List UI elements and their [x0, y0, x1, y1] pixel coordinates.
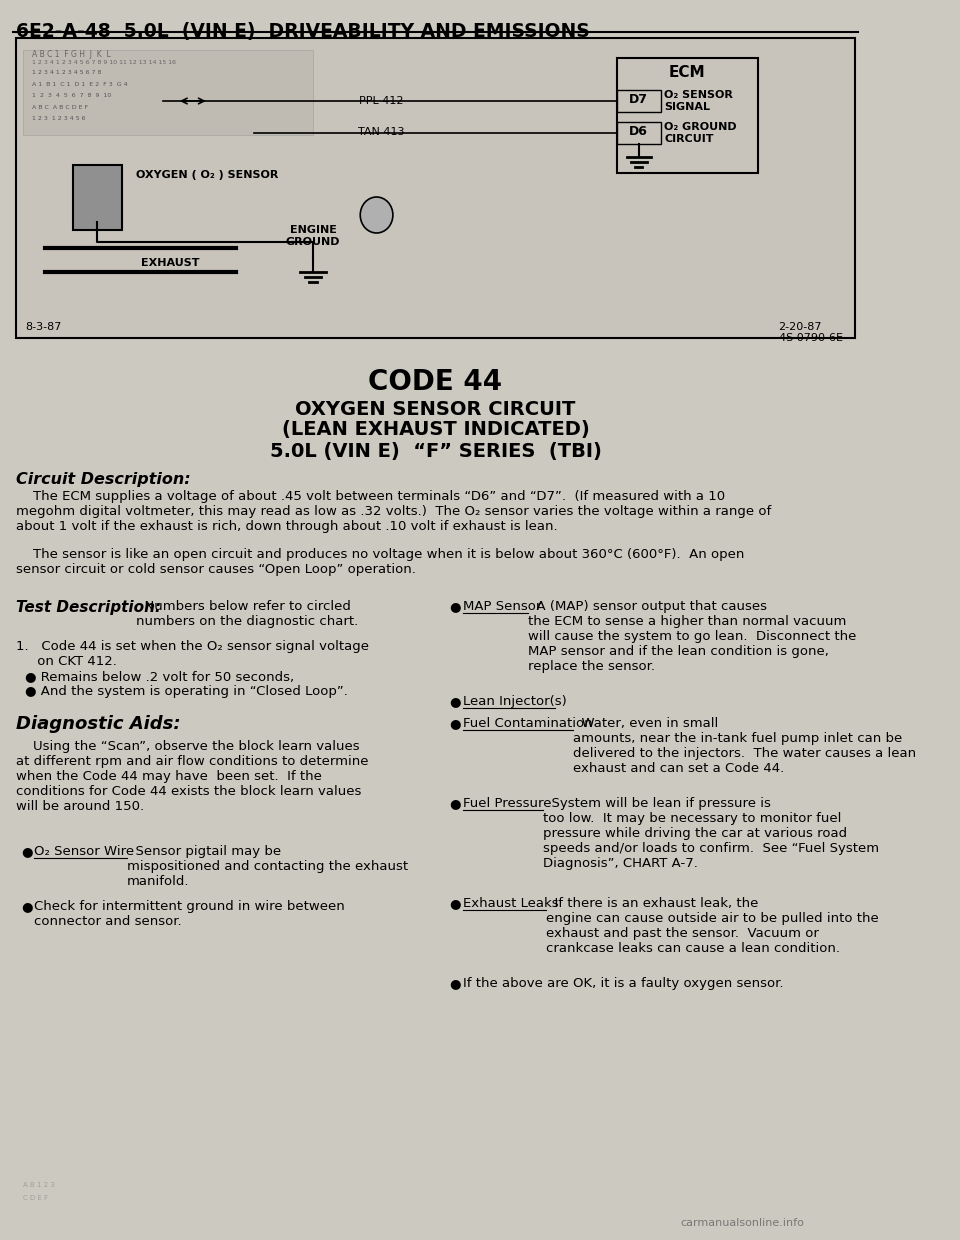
Text: ● And the system is operating in “Closed Loop”.: ● And the system is operating in “Closed… — [25, 684, 348, 698]
Text: 1.   Code 44 is set when the O₂ sensor signal voltage: 1. Code 44 is set when the O₂ sensor sig… — [16, 640, 370, 653]
Text: If there is an exhaust leak, the
engine can cause outside air to be pulled into : If there is an exhaust leak, the engine … — [546, 897, 879, 955]
Text: Fuel Pressure: Fuel Pressure — [463, 797, 551, 810]
Text: EXHAUST: EXHAUST — [141, 258, 199, 268]
Text: CODE 44: CODE 44 — [369, 368, 503, 396]
Text: ●: ● — [449, 897, 461, 910]
Text: PPL 412: PPL 412 — [359, 95, 403, 105]
Text: 6E2-A-48  5.0L  (VIN E)  DRIVEABILITY AND EMISSIONS: 6E2-A-48 5.0L (VIN E) DRIVEABILITY AND E… — [16, 22, 590, 41]
Text: ●: ● — [449, 797, 461, 810]
Text: Numbers below refer to circled
numbers on the diagnostic chart.: Numbers below refer to circled numbers o… — [136, 600, 358, 627]
Bar — [617, 58, 757, 174]
Text: Test Description:: Test Description: — [16, 600, 161, 615]
Text: Exhaust Leaks: Exhaust Leaks — [463, 897, 559, 910]
Text: The sensor is like an open circuit and produces no voltage when it is below abou: The sensor is like an open circuit and p… — [16, 548, 745, 577]
Text: 1 2 3 4 1 2 3 4 5 6 7 8: 1 2 3 4 1 2 3 4 5 6 7 8 — [32, 69, 101, 74]
Text: ECM: ECM — [668, 64, 706, 81]
Text: D6: D6 — [630, 125, 648, 138]
Text: The ECM supplies a voltage of about .45 volt between terminals “D6” and “D7”.  (: The ECM supplies a voltage of about .45 … — [16, 490, 772, 533]
Text: 4S 0790-6E: 4S 0790-6E — [779, 334, 843, 343]
Text: 1 2 3 4 1 2 3 4 5 6 7 8 9 10 11 12 13 14 15 16: 1 2 3 4 1 2 3 4 5 6 7 8 9 10 11 12 13 14… — [32, 60, 176, 64]
Circle shape — [360, 197, 393, 233]
Text: 1 2 3  1 2 3 4 5 6: 1 2 3 1 2 3 4 5 6 — [32, 117, 85, 122]
Text: ENGINE
GROUND: ENGINE GROUND — [286, 224, 340, 247]
Text: Sensor pigtail may be
mispositioned and contacting the exhaust
manifold.: Sensor pigtail may be mispositioned and … — [127, 844, 408, 888]
Text: D7: D7 — [630, 93, 648, 105]
Text: ●: ● — [449, 977, 461, 990]
Text: Using the “Scan”, observe the block learn values
at different rpm and air flow c: Using the “Scan”, observe the block lear… — [16, 740, 369, 813]
Text: Circuit Description:: Circuit Description: — [16, 472, 191, 487]
Text: MAP Sensor: MAP Sensor — [463, 600, 541, 613]
Bar — [23, 50, 313, 135]
Text: carmanualsonline.info: carmanualsonline.info — [681, 1218, 804, 1228]
Text: A B C  A B C D E F: A B C A B C D E F — [32, 105, 88, 110]
Bar — [617, 91, 660, 112]
Text: A B C 1  F G H  J  K  L: A B C 1 F G H J K L — [32, 50, 110, 60]
Text: 1  2  3  4  5  6  7  8  9  10: 1 2 3 4 5 6 7 8 9 10 — [32, 93, 111, 98]
Text: on CKT 412.: on CKT 412. — [16, 655, 117, 668]
Text: Lean Injector(s): Lean Injector(s) — [463, 694, 566, 708]
Text: System will be lean if pressure is
too low.  It may be necessary to monitor fuel: System will be lean if pressure is too l… — [542, 797, 878, 870]
Text: ●: ● — [449, 600, 461, 613]
Bar — [73, 165, 123, 229]
Text: 5.0L (VIN E)  “F” SERIES  (TBI): 5.0L (VIN E) “F” SERIES (TBI) — [270, 441, 602, 461]
Text: ●: ● — [449, 717, 461, 730]
Text: ●: ● — [449, 694, 461, 708]
Text: Fuel Contamination: Fuel Contamination — [463, 717, 592, 730]
Text: A 1  B 1  C 1  D 1  E 2  F 3  G 4: A 1 B 1 C 1 D 1 E 2 F 3 G 4 — [32, 82, 128, 87]
Text: A B 1 2 3: A B 1 2 3 — [23, 1182, 55, 1188]
Text: C D E F: C D E F — [23, 1195, 48, 1202]
Bar — [617, 122, 660, 144]
Text: O₂ GROUND
CIRCUIT: O₂ GROUND CIRCUIT — [664, 122, 737, 144]
Text: 8-3-87: 8-3-87 — [25, 322, 61, 332]
Text: TAN 413: TAN 413 — [358, 126, 404, 136]
Text: Diagnostic Aids:: Diagnostic Aids: — [16, 715, 180, 733]
Text: A (MAP) sensor output that causes
the ECM to sense a higher than normal vacuum
w: A (MAP) sensor output that causes the EC… — [528, 600, 856, 673]
Text: ●: ● — [21, 844, 33, 858]
Text: ● Remains below .2 volt for 50 seconds,: ● Remains below .2 volt for 50 seconds, — [25, 670, 295, 683]
Text: ●: ● — [21, 900, 33, 913]
Text: O₂ Sensor Wire: O₂ Sensor Wire — [35, 844, 134, 858]
Text: (LEAN EXHAUST INDICATED): (LEAN EXHAUST INDICATED) — [281, 420, 589, 439]
Text: O₂ SENSOR
SIGNAL: O₂ SENSOR SIGNAL — [664, 91, 733, 112]
Bar — [16, 38, 854, 339]
Text: 2-20-87: 2-20-87 — [779, 322, 822, 332]
Text: Check for intermittent ground in wire between
connector and sensor.: Check for intermittent ground in wire be… — [35, 900, 346, 928]
Text: OXYGEN SENSOR CIRCUIT: OXYGEN SENSOR CIRCUIT — [296, 401, 576, 419]
Text: Water, even in small
amounts, near the in-tank fuel pump inlet can be
delivered : Water, even in small amounts, near the i… — [573, 717, 917, 775]
Text: If the above are OK, it is a faulty oxygen sensor.: If the above are OK, it is a faulty oxyg… — [463, 977, 783, 990]
Text: OXYGEN ( O₂ ) SENSOR: OXYGEN ( O₂ ) SENSOR — [136, 170, 278, 180]
